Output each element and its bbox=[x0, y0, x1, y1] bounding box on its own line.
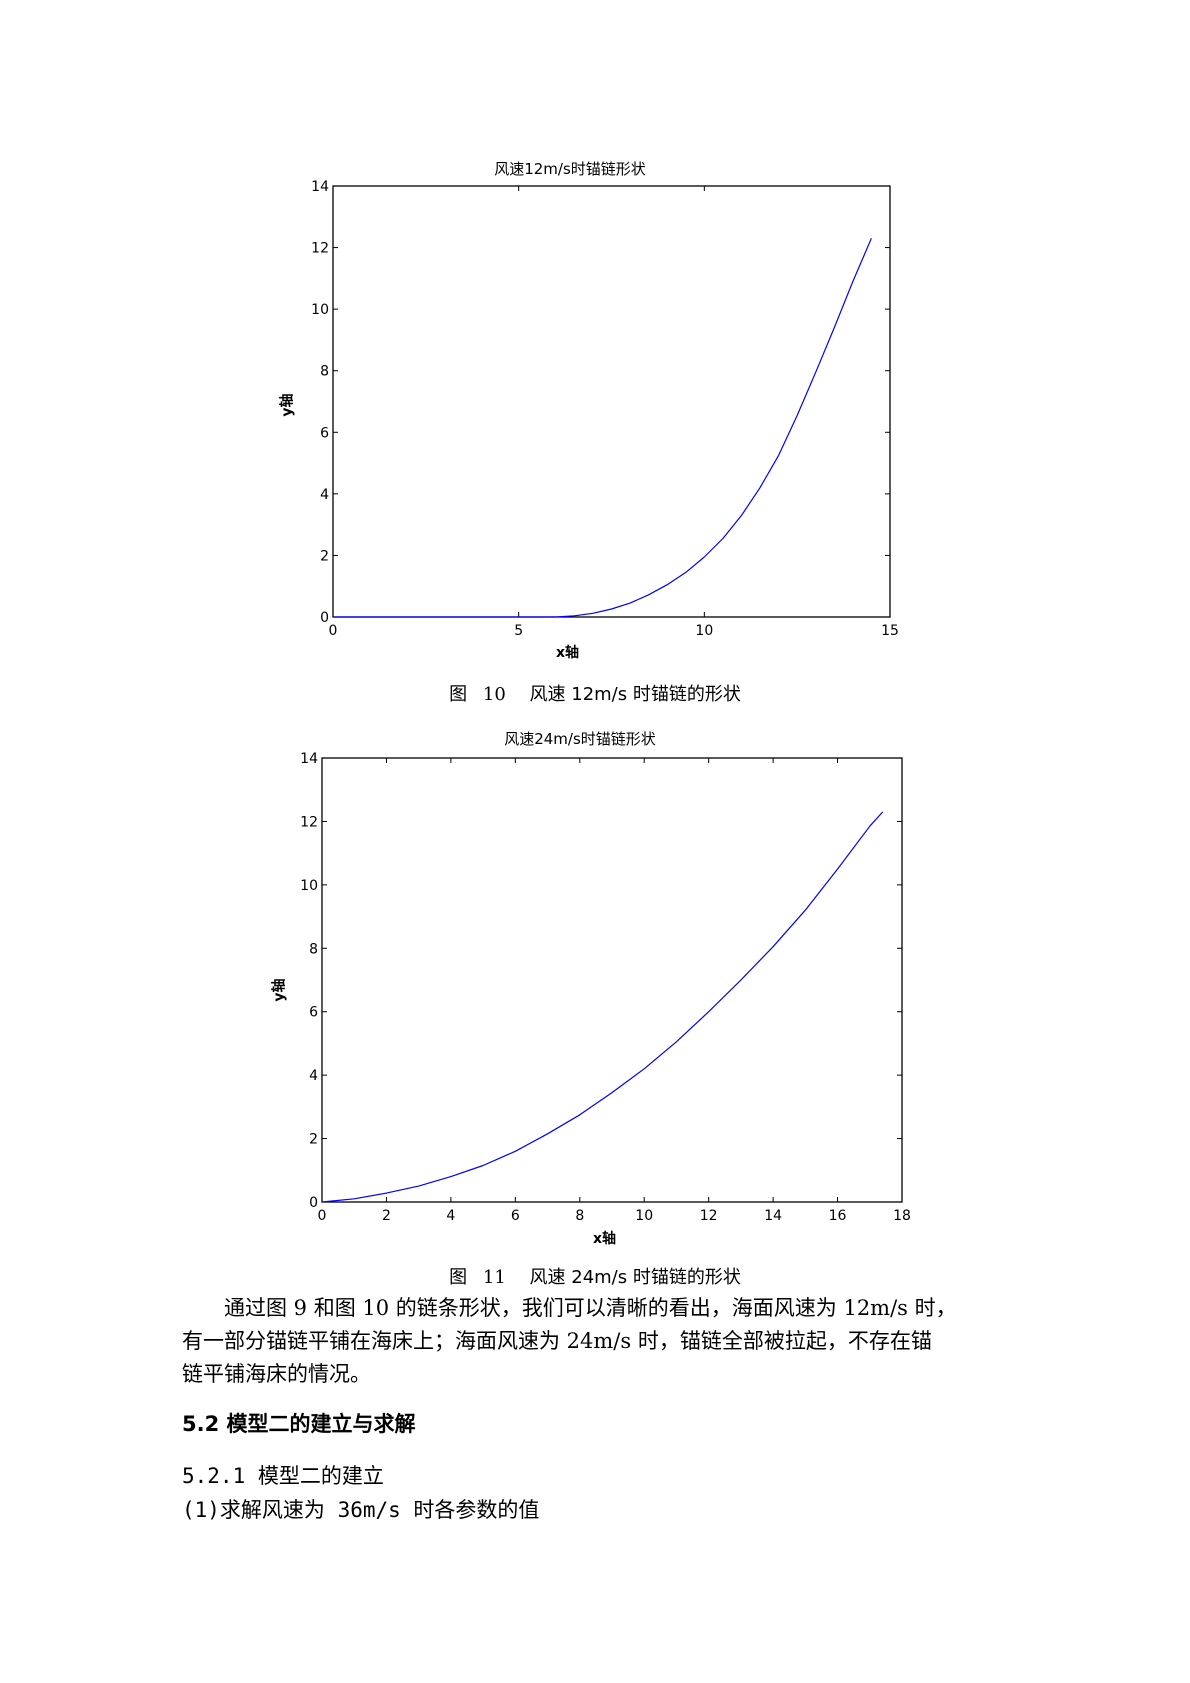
chart1-xtick-label: 10 bbox=[695, 623, 713, 639]
chart2-xtick-label: 0 bbox=[318, 1208, 327, 1224]
figure1-caption: 图 10 风速 12m/s 时锚链的形状 bbox=[0, 680, 1190, 706]
figure1-caption-text: 风速 12m/s 时锚链的形状 bbox=[529, 684, 741, 705]
chart2-xtick-label: 8 bbox=[575, 1208, 584, 1224]
chart2-frame bbox=[321, 757, 903, 1203]
figure2-caption-prefix: 图 bbox=[449, 1267, 468, 1288]
chart1-ytick-label: 6 bbox=[320, 425, 329, 441]
chart2-xtick-label: 4 bbox=[446, 1208, 455, 1224]
section-heading: 5.2 模型二的建立与求解 bbox=[182, 1412, 416, 1436]
chart1-xtick-label: 15 bbox=[881, 623, 899, 639]
chart1-xtick-label: 5 bbox=[514, 623, 523, 639]
chart1-ytick-label: 4 bbox=[320, 487, 329, 503]
chart1: 0 5 10 15 0 2 4 6 8 10 12 14 bbox=[311, 179, 899, 639]
chart2-title: 风速24m/s时锚链形状 bbox=[504, 730, 656, 748]
chart1-frame bbox=[332, 185, 891, 618]
chart2-ytick-label: 8 bbox=[309, 941, 318, 957]
chart2-xtick-label: 6 bbox=[511, 1208, 520, 1224]
chart2-xtick-label: 10 bbox=[635, 1208, 653, 1224]
chart1-ytick-label: 14 bbox=[311, 179, 329, 195]
chart1-ytick-label: 8 bbox=[320, 364, 329, 380]
paragraph-line-3: 链平铺海床的情况。 bbox=[182, 1362, 371, 1386]
figure2-caption-num: 11 bbox=[482, 1267, 506, 1288]
chart1-ytick-label: 0 bbox=[320, 610, 329, 626]
figure1-caption-num: 10 bbox=[482, 684, 506, 705]
figure1-caption-prefix: 图 bbox=[449, 684, 468, 705]
chart2-series-line-1 bbox=[321, 811, 884, 1203]
subsection-heading: 5.2.1 模型二的建立 bbox=[182, 1464, 384, 1488]
figure2-caption-text: 风速 24m/s 时锚链的形状 bbox=[529, 1267, 741, 1288]
chart2-ytick-label: 6 bbox=[309, 1005, 318, 1021]
chart2: 0 2 4 6 8 10 12 14 16 18 0 2 4 6 8 10 12 14 bbox=[300, 751, 911, 1224]
paragraph-line-2: 有一部分锚链平铺在海床上；海面风速为 24m/s 时，锚链全部被拉起，不存在锚 bbox=[182, 1329, 932, 1353]
chart2-ytick-label: 12 bbox=[300, 814, 318, 830]
paragraph-line-1: 通过图 9 和图 10 的链条形状，我们可以清晰的看出，海面风速为 12m/s … bbox=[224, 1296, 957, 1320]
chart2-ytick-label: 0 bbox=[309, 1195, 318, 1211]
chart2-xtick-label: 14 bbox=[764, 1208, 782, 1224]
chart1-ytick-label: 12 bbox=[311, 241, 329, 257]
paragraph: 通过图 9 和图 10 的链条形状，我们可以清晰的看出，海面风速为 12m/s … bbox=[182, 1292, 1022, 1391]
chart2-xtick-label: 16 bbox=[829, 1208, 847, 1224]
chart2-xtick-label: 12 bbox=[700, 1208, 718, 1224]
chart2-ytick-label: 10 bbox=[300, 878, 318, 894]
chart1-ytick-label: 10 bbox=[311, 302, 329, 318]
chart2-xtick-label: 2 bbox=[382, 1208, 391, 1224]
chart2-ylabel: y轴 bbox=[271, 978, 288, 1002]
chart2-ytick-label: 14 bbox=[300, 751, 318, 767]
chart2-ytick-label: 4 bbox=[309, 1068, 318, 1084]
chart1-ytick-label: 2 bbox=[320, 548, 329, 564]
chart2-ytick-label: 2 bbox=[309, 1132, 318, 1148]
list-item-1: (1)求解风速为 36m/s 时各参数的值 bbox=[182, 1498, 540, 1522]
chart1-xlabel: x轴 bbox=[556, 645, 580, 661]
chart1-series-line-1 bbox=[333, 238, 872, 618]
chart2-xlabel: x轴 bbox=[593, 1231, 617, 1247]
chart1-xtick-label: 0 bbox=[329, 623, 338, 639]
figure2-caption: 图 11 风速 24m/s 时锚链的形状 bbox=[0, 1263, 1190, 1289]
chart1-title: 风速12m/s时锚链形状 bbox=[494, 160, 646, 178]
chart2-xtick-label: 18 bbox=[893, 1208, 911, 1224]
